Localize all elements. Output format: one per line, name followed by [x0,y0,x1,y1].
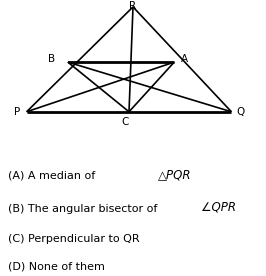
Text: C: C [121,117,129,127]
Text: (D) None of them: (D) None of them [8,262,105,272]
Text: (A) A median of: (A) A median of [8,171,99,181]
Text: (C) Perpendicular to QR: (C) Perpendicular to QR [8,234,140,244]
Text: Q: Q [236,107,245,117]
Text: ∠QPR: ∠QPR [201,201,236,214]
Text: (B) The angular bisector of: (B) The angular bisector of [8,204,161,214]
Text: A: A [181,54,188,64]
Text: P: P [14,107,20,117]
Text: △PQR: △PQR [158,168,192,181]
Text: R: R [129,1,136,11]
Text: B: B [48,54,55,64]
